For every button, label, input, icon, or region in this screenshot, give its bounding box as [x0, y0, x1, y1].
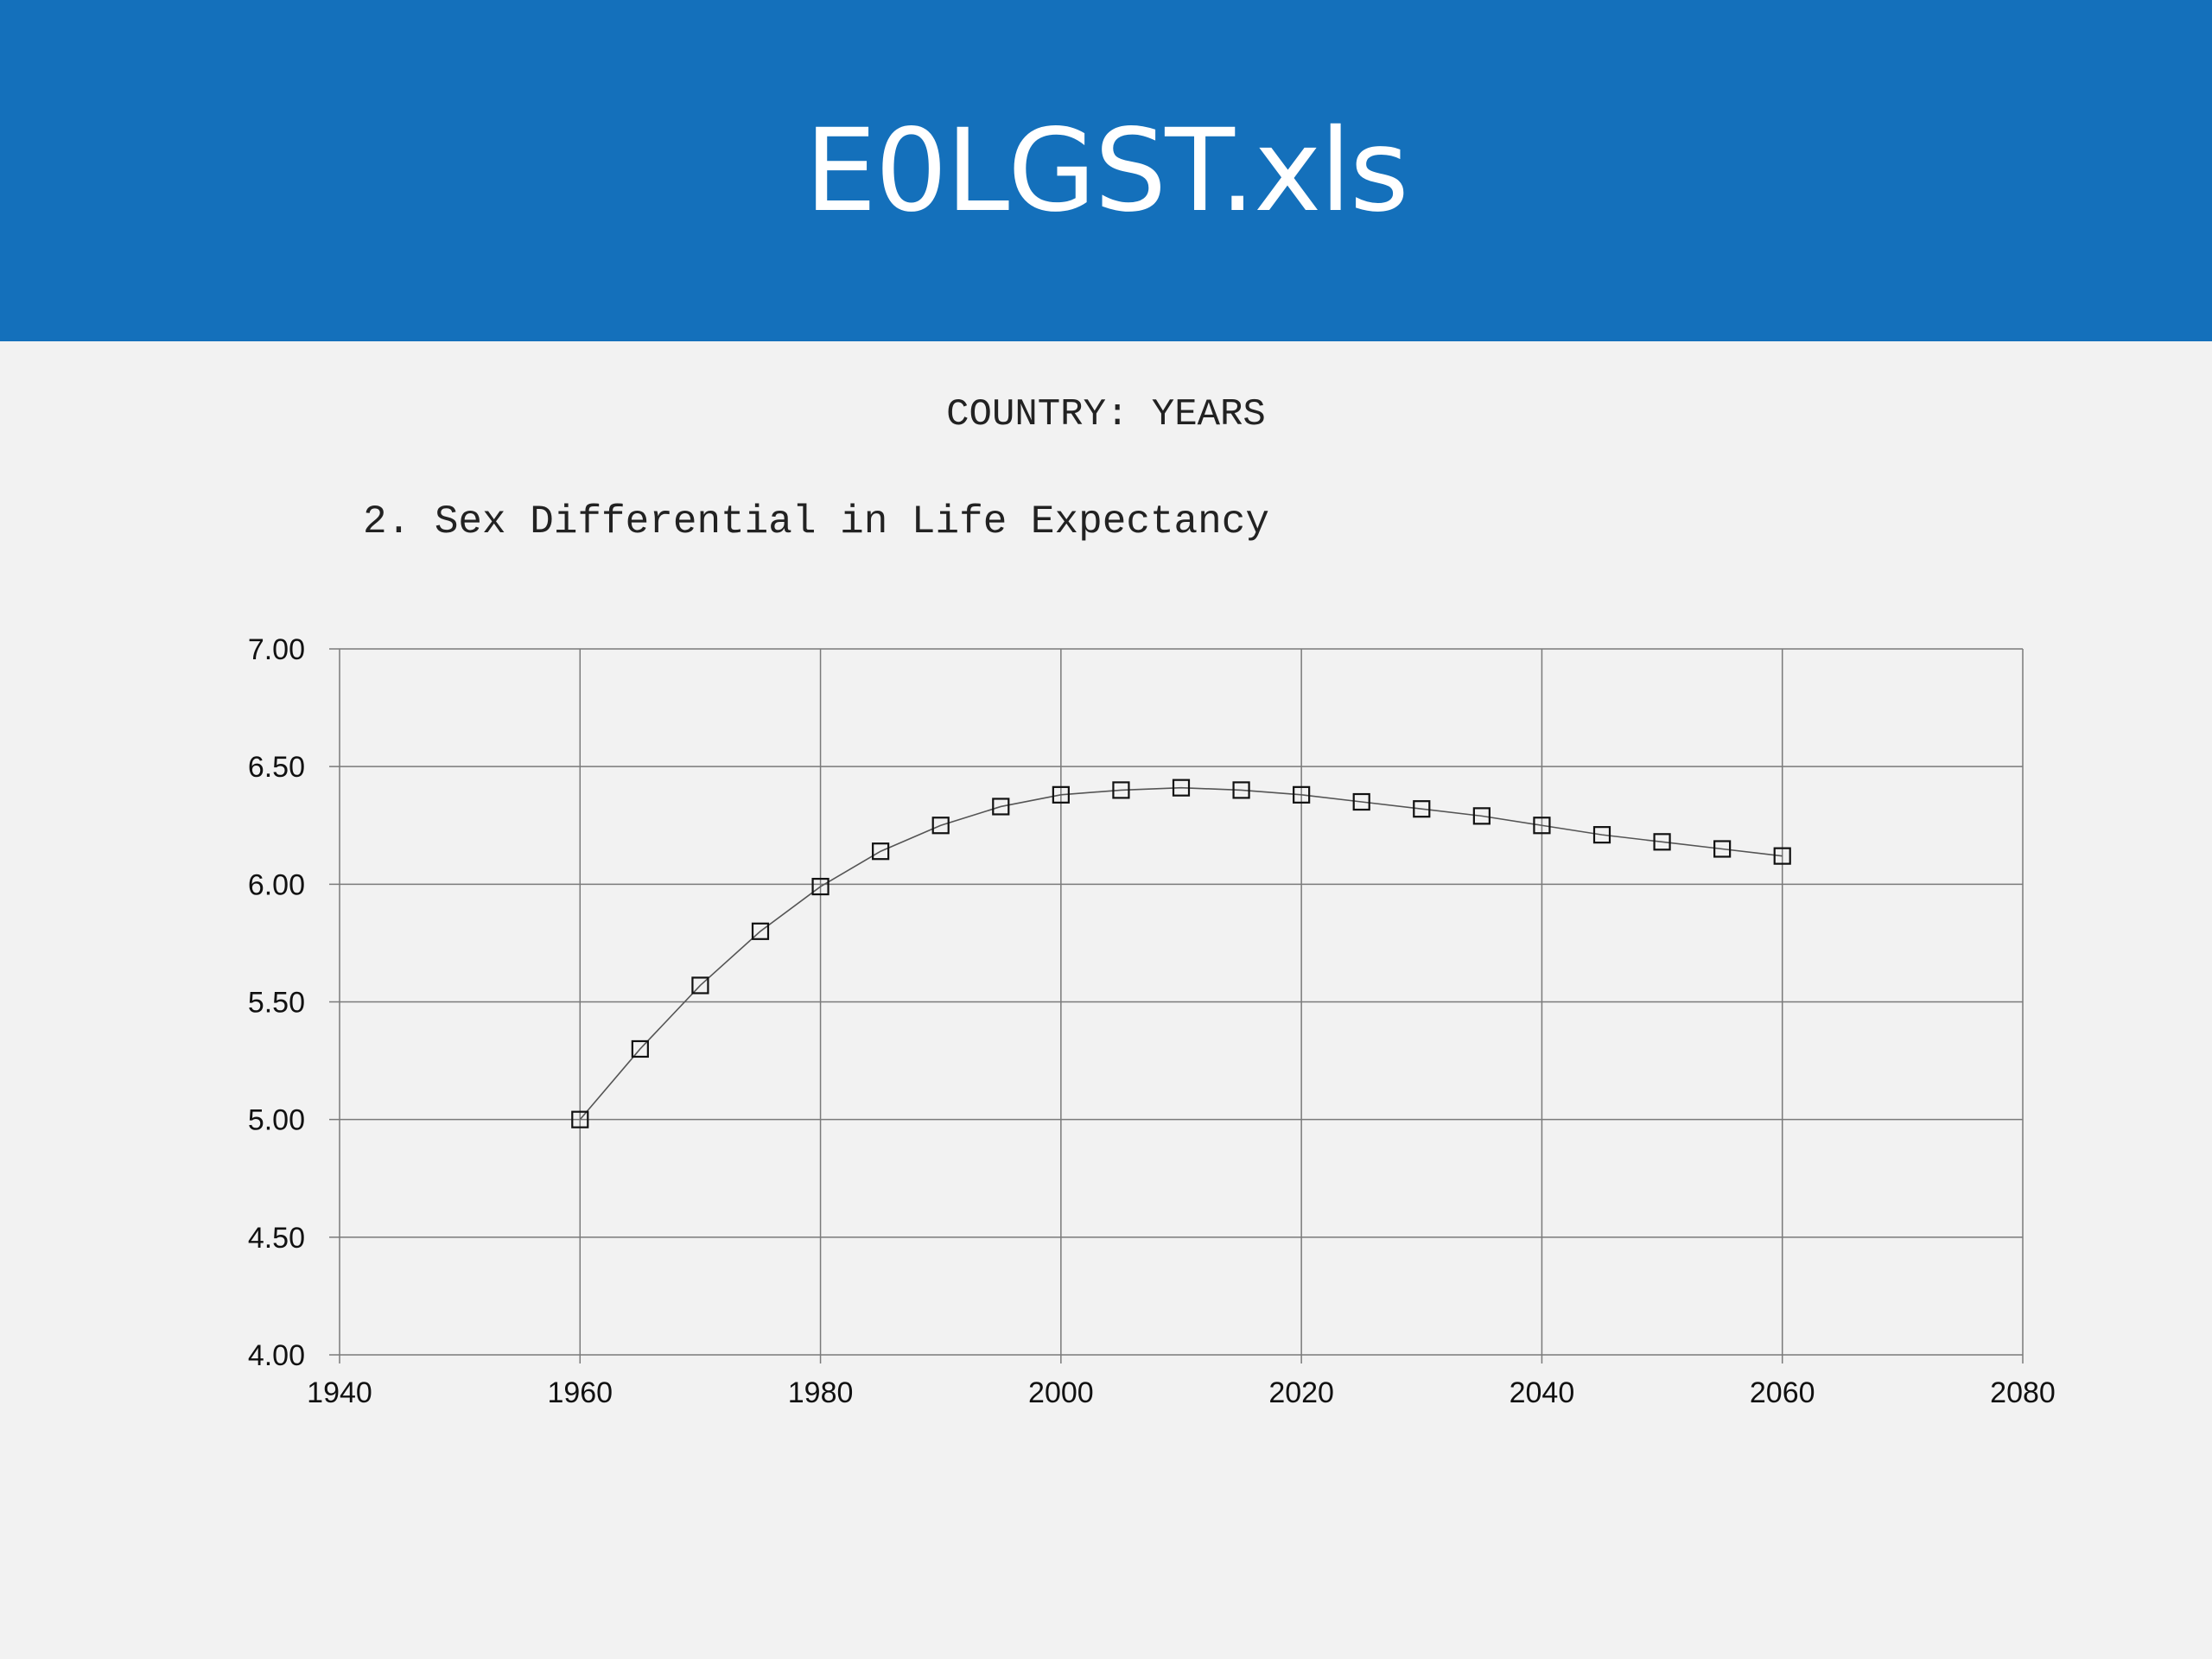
data-point	[1232, 781, 1250, 799]
y-tick-label: 6.50	[248, 751, 305, 784]
chart-title: 2. Sex Differential in Life Expectancy	[363, 499, 1269, 544]
y-tick-label: 4.50	[248, 1222, 305, 1255]
data-point	[1172, 779, 1191, 797]
data-point	[992, 798, 1010, 816]
chart-ticks: 4.00 4.50 5.00 5.50 6.00 6.50 7.00 1940 1960 1980…	[248, 633, 2056, 1409]
y-tick-label: 4.00	[248, 1339, 305, 1372]
data-point	[811, 877, 830, 896]
title-banner: E0LGST.xls	[0, 0, 2212, 341]
x-tick-label: 2040	[1510, 1376, 1575, 1409]
data-point	[1592, 826, 1611, 844]
x-tick-label: 2020	[1268, 1376, 1334, 1409]
x-tick-label: 1940	[307, 1376, 372, 1409]
page-title: E0LGST.xls	[804, 104, 1408, 238]
data-point	[931, 817, 950, 835]
y-tick-label: 5.50	[248, 987, 305, 1020]
chart-grid	[329, 648, 2024, 1363]
y-tick-label: 7.00	[248, 633, 305, 666]
data-point	[1293, 785, 1311, 804]
x-tick-label: 2060	[1750, 1376, 1815, 1409]
data-point	[1533, 817, 1551, 835]
data-point	[571, 1110, 589, 1128]
data-point	[872, 842, 890, 861]
data-point	[1112, 781, 1130, 799]
data-point	[751, 922, 770, 940]
x-tick-label: 1980	[788, 1376, 854, 1409]
x-tick-label: 2080	[1990, 1376, 2056, 1409]
data-point	[691, 976, 709, 995]
chart-subtitle: COUNTRY: YEARS	[946, 393, 1266, 436]
data-point	[1472, 807, 1491, 825]
y-tick-label: 6.00	[248, 868, 305, 901]
data-point	[1653, 833, 1671, 851]
data-point	[1413, 800, 1431, 818]
x-tick-label: 2000	[1028, 1376, 1094, 1409]
y-tick-label: 5.00	[248, 1104, 305, 1137]
data-point	[1773, 847, 1791, 865]
data-point	[631, 1039, 649, 1058]
data-point	[1713, 840, 1732, 858]
data-point	[1052, 785, 1070, 804]
x-tick-label: 1960	[547, 1376, 613, 1409]
data-point	[1352, 792, 1370, 811]
chart-series	[571, 779, 1791, 1128]
series-line	[579, 786, 1783, 1121]
